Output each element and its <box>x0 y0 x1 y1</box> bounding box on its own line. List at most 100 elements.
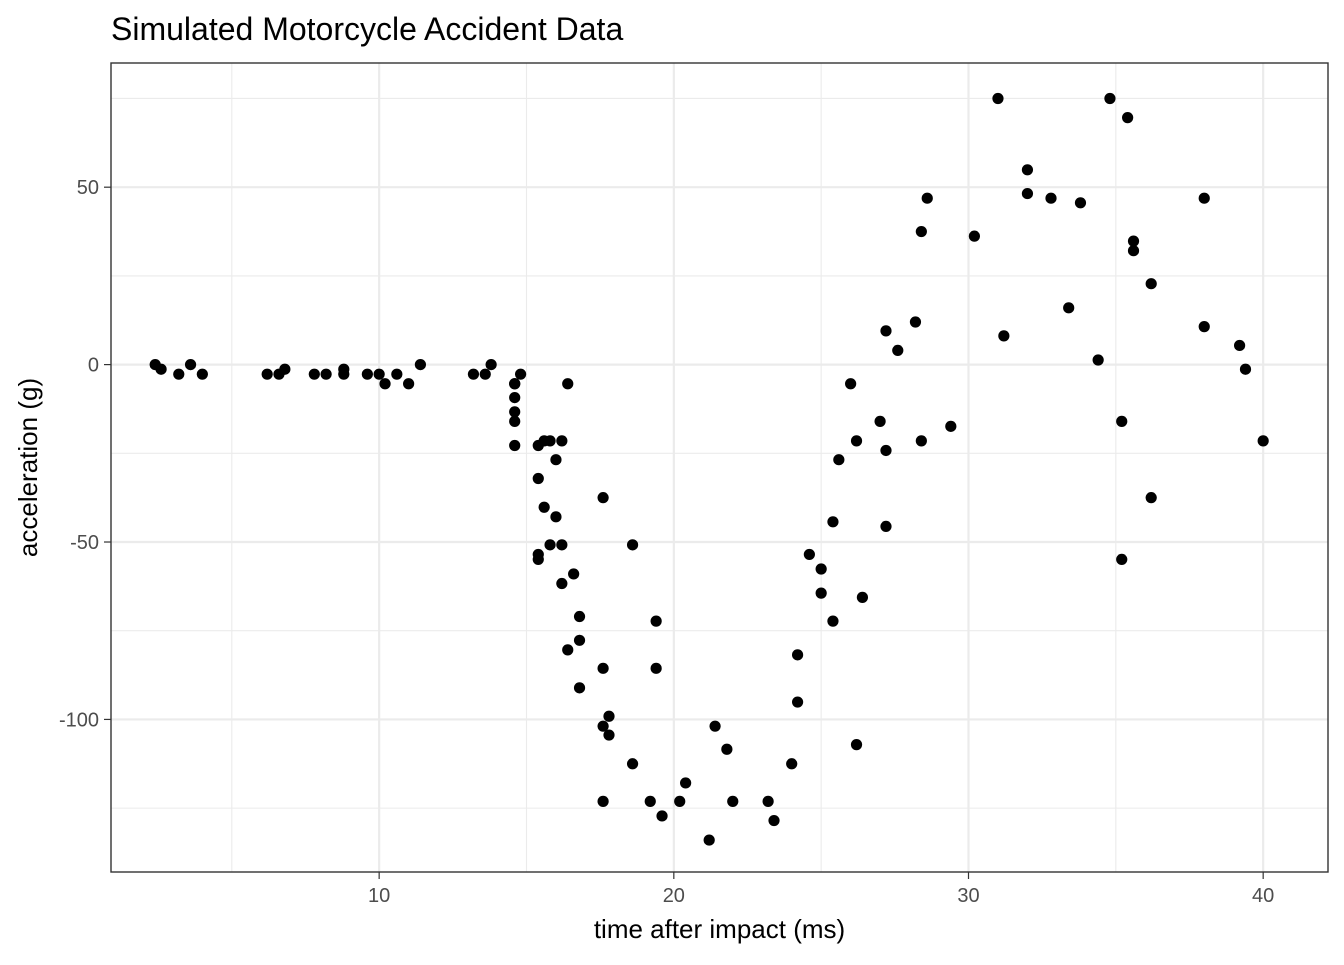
data-point <box>514 368 527 380</box>
data-point <box>509 439 521 452</box>
data-point <box>945 420 957 432</box>
data-point <box>379 378 391 390</box>
major-gridlines <box>111 63 1328 872</box>
data-point <box>1063 302 1075 314</box>
data-point <box>573 682 586 694</box>
data-point <box>680 777 692 789</box>
data-point <box>791 696 804 708</box>
data-point <box>1233 339 1246 352</box>
data-point <box>196 368 208 380</box>
data-point <box>550 511 562 523</box>
data-point <box>373 368 385 380</box>
panel-border <box>110 62 1329 873</box>
data-point <box>597 492 609 504</box>
data-point <box>998 330 1010 342</box>
data-point <box>1127 245 1140 257</box>
data-point <box>803 548 815 561</box>
data-point <box>597 662 609 674</box>
data-point <box>650 615 662 627</box>
data-point <box>721 743 733 755</box>
y-tick-label: -100 <box>59 709 99 731</box>
data-point <box>603 729 615 741</box>
data-point <box>915 435 927 447</box>
data-point <box>786 758 798 770</box>
y-axis-ticks: -100 -50 0 50 <box>59 177 111 731</box>
data-point <box>573 610 586 623</box>
data-point <box>556 577 568 590</box>
data-point <box>603 710 615 722</box>
data-point <box>626 758 639 770</box>
data-point <box>880 325 892 337</box>
data-point <box>320 368 332 380</box>
data-point <box>509 378 521 390</box>
data-point <box>391 368 403 380</box>
data-point <box>568 568 580 580</box>
data-point <box>656 810 668 822</box>
data-point <box>762 795 774 807</box>
data-point <box>361 368 373 380</box>
x-tick-label: 20 <box>663 885 685 907</box>
data-point <box>1145 278 1157 290</box>
data-point <box>1074 197 1087 209</box>
data-point <box>544 435 556 447</box>
data-point <box>968 230 980 242</box>
data-point <box>815 563 827 575</box>
data-points <box>149 92 1269 846</box>
data-point <box>532 553 544 565</box>
data-point <box>556 435 568 447</box>
data-point <box>909 316 922 328</box>
data-point <box>1092 354 1104 366</box>
data-point <box>727 795 739 807</box>
data-point <box>562 644 574 656</box>
data-point <box>921 192 933 204</box>
data-point <box>850 739 863 751</box>
data-point <box>509 415 521 427</box>
data-point <box>703 834 715 846</box>
data-point <box>791 649 804 661</box>
data-point <box>403 378 415 390</box>
data-point <box>915 225 927 238</box>
data-point <box>856 591 869 603</box>
data-point <box>1122 112 1134 124</box>
data-point <box>155 363 167 375</box>
y-tick-label: 0 <box>88 355 99 377</box>
data-point <box>338 368 350 380</box>
data-point <box>880 444 892 457</box>
data-point <box>1116 415 1128 427</box>
data-point <box>1127 235 1140 247</box>
data-point <box>479 368 491 380</box>
data-point <box>509 391 521 404</box>
data-point <box>1021 187 1034 200</box>
data-point <box>874 415 886 427</box>
data-point <box>1145 492 1157 504</box>
data-point <box>562 378 574 390</box>
data-point <box>485 359 497 371</box>
data-point <box>827 615 839 627</box>
data-point <box>414 359 427 371</box>
data-point <box>1045 192 1057 204</box>
data-point <box>1239 363 1252 375</box>
x-axis-ticks: 10 20 30 40 <box>368 872 1274 907</box>
data-point <box>850 435 863 447</box>
data-point <box>308 368 320 380</box>
y-tick-label: -50 <box>70 532 99 554</box>
y-axis-title: acceleration (g) <box>13 378 43 557</box>
data-point <box>892 344 904 357</box>
x-tick-label: 10 <box>368 885 390 907</box>
data-point <box>279 363 291 375</box>
data-point <box>538 501 550 513</box>
data-point <box>509 406 521 418</box>
data-point <box>644 795 656 807</box>
minor-gridlines <box>111 63 1328 872</box>
x-tick-label: 30 <box>957 885 979 907</box>
data-point <box>261 368 273 380</box>
data-point <box>1116 553 1128 565</box>
data-point <box>1198 192 1210 204</box>
data-point <box>650 662 662 674</box>
x-axis-title: time after impact (ms) <box>594 914 845 944</box>
data-point <box>880 520 892 533</box>
data-point <box>845 378 857 390</box>
data-point <box>544 539 556 551</box>
